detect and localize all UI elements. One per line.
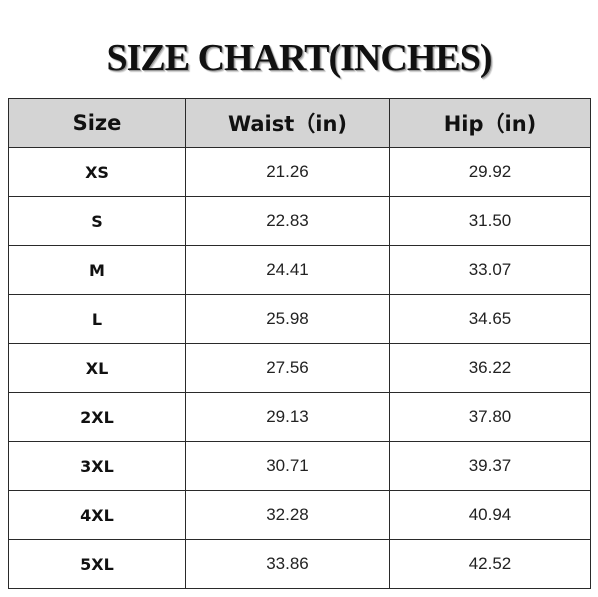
header-hip: Hip（in) xyxy=(389,98,591,148)
waist-cell: 30.71 xyxy=(185,441,390,491)
size-cell: 3XL xyxy=(8,441,186,491)
size-cell: XS xyxy=(8,147,186,197)
table-row: 3XL 30.71 39.37 xyxy=(8,441,591,491)
size-cell: L xyxy=(8,294,186,344)
table-row: L 25.98 34.65 xyxy=(8,294,591,344)
table-body: XS 21.26 29.92 S 22.83 31.50 M 24.41 33.… xyxy=(8,147,591,589)
hip-cell: 33.07 xyxy=(389,245,591,295)
waist-cell: 27.56 xyxy=(185,343,390,393)
hip-cell: 37.80 xyxy=(389,392,591,442)
hip-cell: 29.92 xyxy=(389,147,591,197)
table-row: XS 21.26 29.92 xyxy=(8,147,591,197)
waist-cell: 32.28 xyxy=(185,490,390,540)
size-cell: 4XL xyxy=(8,490,186,540)
header-waist: Waist（in) xyxy=(185,98,390,148)
hip-cell: 40.94 xyxy=(389,490,591,540)
size-cell: XL xyxy=(8,343,186,393)
header-row: Size Waist（in) Hip（in) xyxy=(8,98,591,148)
waist-cell: 24.41 xyxy=(185,245,390,295)
waist-cell: 25.98 xyxy=(185,294,390,344)
hip-cell: 31.50 xyxy=(389,196,591,246)
table-row: M 24.41 33.07 xyxy=(8,245,591,295)
size-cell: S xyxy=(8,196,186,246)
waist-cell: 29.13 xyxy=(185,392,390,442)
table-header: Size Waist（in) Hip（in) xyxy=(8,98,591,148)
waist-cell: 33.86 xyxy=(185,539,390,589)
table-row: 5XL 33.86 42.52 xyxy=(8,539,591,589)
table-row: XL 27.56 36.22 xyxy=(8,343,591,393)
page-title: SIZE CHART(INCHES) xyxy=(106,37,492,79)
size-chart-table: Size Waist（in) Hip（in) XS 21.26 29.92 S … xyxy=(8,98,591,589)
waist-cell: 21.26 xyxy=(185,147,390,197)
hip-cell: 36.22 xyxy=(389,343,591,393)
hip-cell: 39.37 xyxy=(389,441,591,491)
hip-cell: 34.65 xyxy=(389,294,591,344)
waist-cell: 22.83 xyxy=(185,196,390,246)
table-row: 4XL 32.28 40.94 xyxy=(8,490,591,540)
size-cell: M xyxy=(8,245,186,295)
table-row: S 22.83 31.50 xyxy=(8,196,591,246)
size-cell: 2XL xyxy=(8,392,186,442)
table-row: 2XL 29.13 37.80 xyxy=(8,392,591,442)
hip-cell: 42.52 xyxy=(389,539,591,589)
size-cell: 5XL xyxy=(8,539,186,589)
header-size: Size xyxy=(8,98,186,148)
